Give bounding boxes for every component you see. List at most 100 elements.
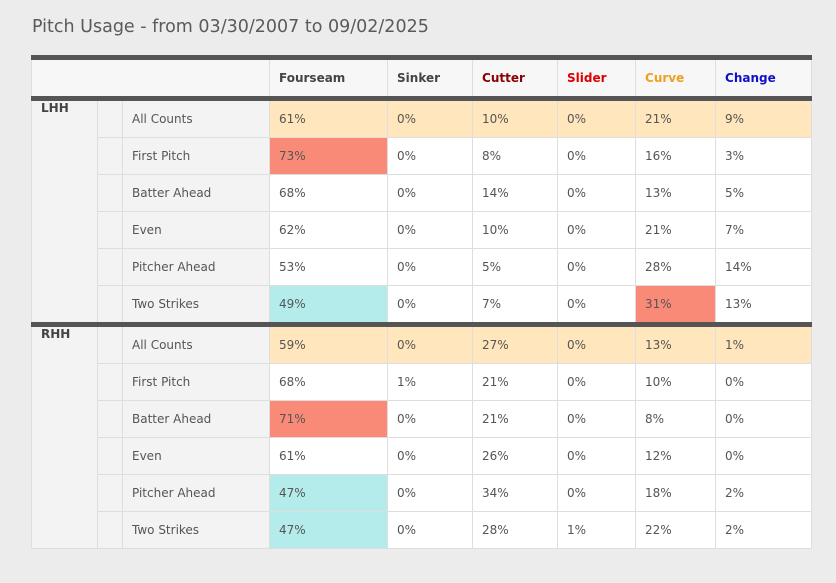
usage-cell: 10% xyxy=(472,211,559,249)
usage-cell: 3% xyxy=(715,137,813,175)
group-rhh: RHH All Counts 59% 0% 27% 0% 13% 1% First Pitch 6… xyxy=(31,322,813,549)
usage-cell: 0% xyxy=(557,474,637,512)
usage-cell: 0% xyxy=(387,248,474,286)
pitch-usage-table: Fourseam Sinker Cutter Slider Curve Chan… xyxy=(30,55,813,549)
usage-cell: 8% xyxy=(635,400,717,438)
usage-cell: 28% xyxy=(472,511,559,549)
table-row: First Pitch 73% 0% 8% 0% 16% 3% xyxy=(32,137,813,175)
count-label: Even xyxy=(121,437,271,475)
count-label: Pitcher Ahead xyxy=(121,474,271,512)
row-spacer xyxy=(97,474,123,512)
usage-cell: 0% xyxy=(557,322,637,364)
row-spacer xyxy=(97,98,123,138)
usage-cell: 47% xyxy=(269,511,389,549)
row-spacer xyxy=(97,137,123,175)
usage-cell: 0% xyxy=(387,474,474,512)
column-header[interactable]: Sinker xyxy=(387,57,474,101)
usage-cell: 22% xyxy=(635,511,717,549)
count-label: All Counts xyxy=(121,98,271,138)
usage-cell: 28% xyxy=(635,248,717,286)
column-header[interactable]: Cutter xyxy=(472,57,559,101)
usage-cell: 0% xyxy=(387,322,474,364)
row-spacer xyxy=(97,322,123,364)
table-row: Batter Ahead 71% 0% 21% 0% 8% 0% xyxy=(32,400,813,438)
usage-cell: 2% xyxy=(715,474,813,512)
usage-cell: 73% xyxy=(269,137,389,175)
header-blank xyxy=(30,57,271,101)
count-label: Pitcher Ahead xyxy=(121,248,271,286)
usage-cell: 0% xyxy=(387,285,474,325)
usage-cell: 0% xyxy=(557,285,637,325)
usage-cell: 0% xyxy=(557,363,637,401)
column-header[interactable]: Fourseam xyxy=(269,57,389,101)
table-row: Two Strikes 47% 0% 28% 1% 22% 2% xyxy=(32,511,813,549)
group-lhh: LHH All Counts 61% 0% 10% 0% 21% 9% First Pitch 7… xyxy=(31,98,813,325)
row-spacer xyxy=(97,285,123,325)
usage-cell: 5% xyxy=(472,248,559,286)
row-spacer xyxy=(97,437,123,475)
usage-cell: 18% xyxy=(635,474,717,512)
row-spacer xyxy=(97,363,123,401)
usage-cell: 0% xyxy=(387,211,474,249)
count-label: Batter Ahead xyxy=(121,400,271,438)
usage-cell: 2% xyxy=(715,511,813,549)
usage-cell: 0% xyxy=(557,98,637,138)
row-spacer xyxy=(97,400,123,438)
column-header[interactable]: Change xyxy=(715,57,813,101)
usage-cell: 0% xyxy=(557,400,637,438)
usage-cell: 0% xyxy=(387,511,474,549)
table-row: RHH All Counts 59% 0% 27% 0% 13% 1% xyxy=(31,322,813,549)
page-title: Pitch Usage - from 03/30/2007 to 09/02/2… xyxy=(32,17,429,37)
usage-cell: 61% xyxy=(269,437,389,475)
usage-cell: 0% xyxy=(557,437,637,475)
usage-cell: 0% xyxy=(557,137,637,175)
usage-cell: 68% xyxy=(269,174,389,212)
usage-cell: 0% xyxy=(715,437,813,475)
usage-cell: 0% xyxy=(557,174,637,212)
usage-cell: 0% xyxy=(557,211,637,249)
usage-cell: 10% xyxy=(635,363,717,401)
table-row: First Pitch 68% 1% 21% 0% 10% 0% xyxy=(32,363,813,401)
table-row: Two Strikes 49% 0% 7% 0% 31% 13% xyxy=(32,285,813,325)
usage-cell: 21% xyxy=(472,400,559,438)
usage-cell: 21% xyxy=(472,363,559,401)
usage-cell: 0% xyxy=(387,400,474,438)
usage-cell: 5% xyxy=(715,174,813,212)
usage-cell: 1% xyxy=(715,322,813,364)
count-label: Batter Ahead xyxy=(121,174,271,212)
column-header[interactable]: Curve xyxy=(635,57,717,101)
usage-cell: 34% xyxy=(472,474,559,512)
usage-cell: 0% xyxy=(387,137,474,175)
usage-cell: 0% xyxy=(387,98,474,138)
usage-cell: 1% xyxy=(557,511,637,549)
batter-hand-label: RHH xyxy=(31,322,98,549)
table-row: Batter Ahead 68% 0% 14% 0% 13% 5% xyxy=(32,174,813,212)
row-spacer xyxy=(97,174,123,212)
usage-cell: 31% xyxy=(635,285,717,325)
usage-cell: 27% xyxy=(472,322,559,364)
count-label: First Pitch xyxy=(121,137,271,175)
count-label: Even xyxy=(121,211,271,249)
usage-cell: 53% xyxy=(269,248,389,286)
count-label: Two Strikes xyxy=(121,511,271,549)
usage-cell: 12% xyxy=(635,437,717,475)
usage-cell: 0% xyxy=(715,363,813,401)
row-spacer xyxy=(97,511,123,549)
count-label: All Counts xyxy=(121,322,271,364)
usage-cell: 9% xyxy=(715,98,813,138)
count-label: First Pitch xyxy=(121,363,271,401)
usage-cell: 62% xyxy=(269,211,389,249)
usage-cell: 13% xyxy=(635,322,717,364)
usage-cell: 61% xyxy=(269,98,389,138)
usage-cell: 14% xyxy=(715,248,813,286)
usage-cell: 68% xyxy=(269,363,389,401)
usage-cell: 47% xyxy=(269,474,389,512)
column-header[interactable]: Slider xyxy=(557,57,637,101)
usage-cell: 10% xyxy=(472,98,559,138)
header-row: Fourseam Sinker Cutter Slider Curve Chan… xyxy=(30,57,813,101)
usage-cell: 21% xyxy=(635,98,717,138)
usage-cell: 0% xyxy=(715,400,813,438)
usage-cell: 49% xyxy=(269,285,389,325)
usage-cell: 21% xyxy=(635,211,717,249)
table-row: Even 62% 0% 10% 0% 21% 7% xyxy=(32,211,813,249)
